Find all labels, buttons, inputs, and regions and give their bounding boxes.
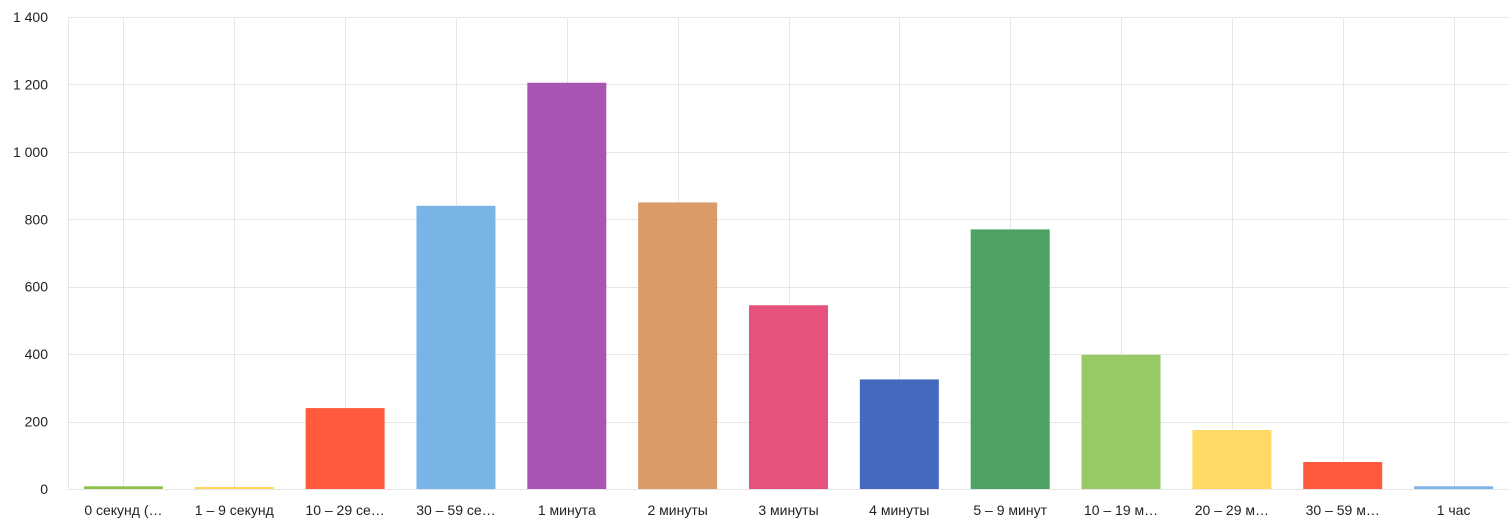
x-axis-labels: 0 секунд (… 1 – 9 секунд 10 – 29 се… 30 – 5…	[84, 502, 1470, 518]
bars	[83, 82, 1494, 490]
x-category-label: 2 минуты	[647, 502, 707, 518]
bar-6[interactable]	[749, 305, 828, 489]
x-category-label: 10 – 29 се…	[305, 502, 384, 518]
x-category-label: 0 секунд (…	[84, 502, 162, 518]
x-category-label: 10 – 19 м…	[1084, 502, 1158, 518]
y-tick-label: 1 200	[13, 76, 48, 92]
y-tick-label: 600	[25, 279, 49, 295]
y-tick-label: 1 400	[13, 9, 48, 25]
bar-10[interactable]	[1192, 430, 1272, 489]
y-tick-label: 1 000	[13, 144, 48, 160]
y-tick-label: 400	[25, 346, 49, 362]
x-category-label: 20 – 29 м…	[1195, 502, 1269, 518]
bar-9[interactable]	[1081, 354, 1161, 489]
bar-12[interactable]	[1414, 486, 1494, 489]
bar-3[interactable]	[416, 205, 496, 490]
y-tick-label: 200	[25, 414, 49, 430]
bar-8[interactable]	[970, 229, 1050, 489]
y-axis-ticks: 0 200 400 600 800 1 000 1 200 1 400	[13, 9, 48, 497]
bar-7[interactable]	[859, 379, 939, 489]
x-category-label: 1 – 9 секунд	[195, 502, 274, 518]
x-category-label: 30 – 59 м…	[1306, 502, 1380, 518]
bar-2[interactable]	[305, 408, 385, 489]
x-category-label: 4 минуты	[869, 502, 929, 518]
bar-4[interactable]	[527, 82, 607, 489]
bar-0[interactable]	[83, 486, 163, 489]
x-category-label: 3 минуты	[758, 502, 818, 518]
x-category-label: 1 минута	[538, 502, 596, 518]
y-tick-label: 800	[25, 211, 49, 227]
x-category-label: 30 – 59 се…	[416, 502, 495, 518]
bar-1[interactable]	[194, 486, 274, 489]
x-category-label: 5 – 9 минут	[973, 502, 1047, 518]
bar-5[interactable]	[638, 202, 718, 489]
x-category-label: 1 час	[1437, 502, 1471, 518]
y-tick-label: 0	[40, 481, 48, 497]
bar-11[interactable]	[1303, 462, 1383, 489]
